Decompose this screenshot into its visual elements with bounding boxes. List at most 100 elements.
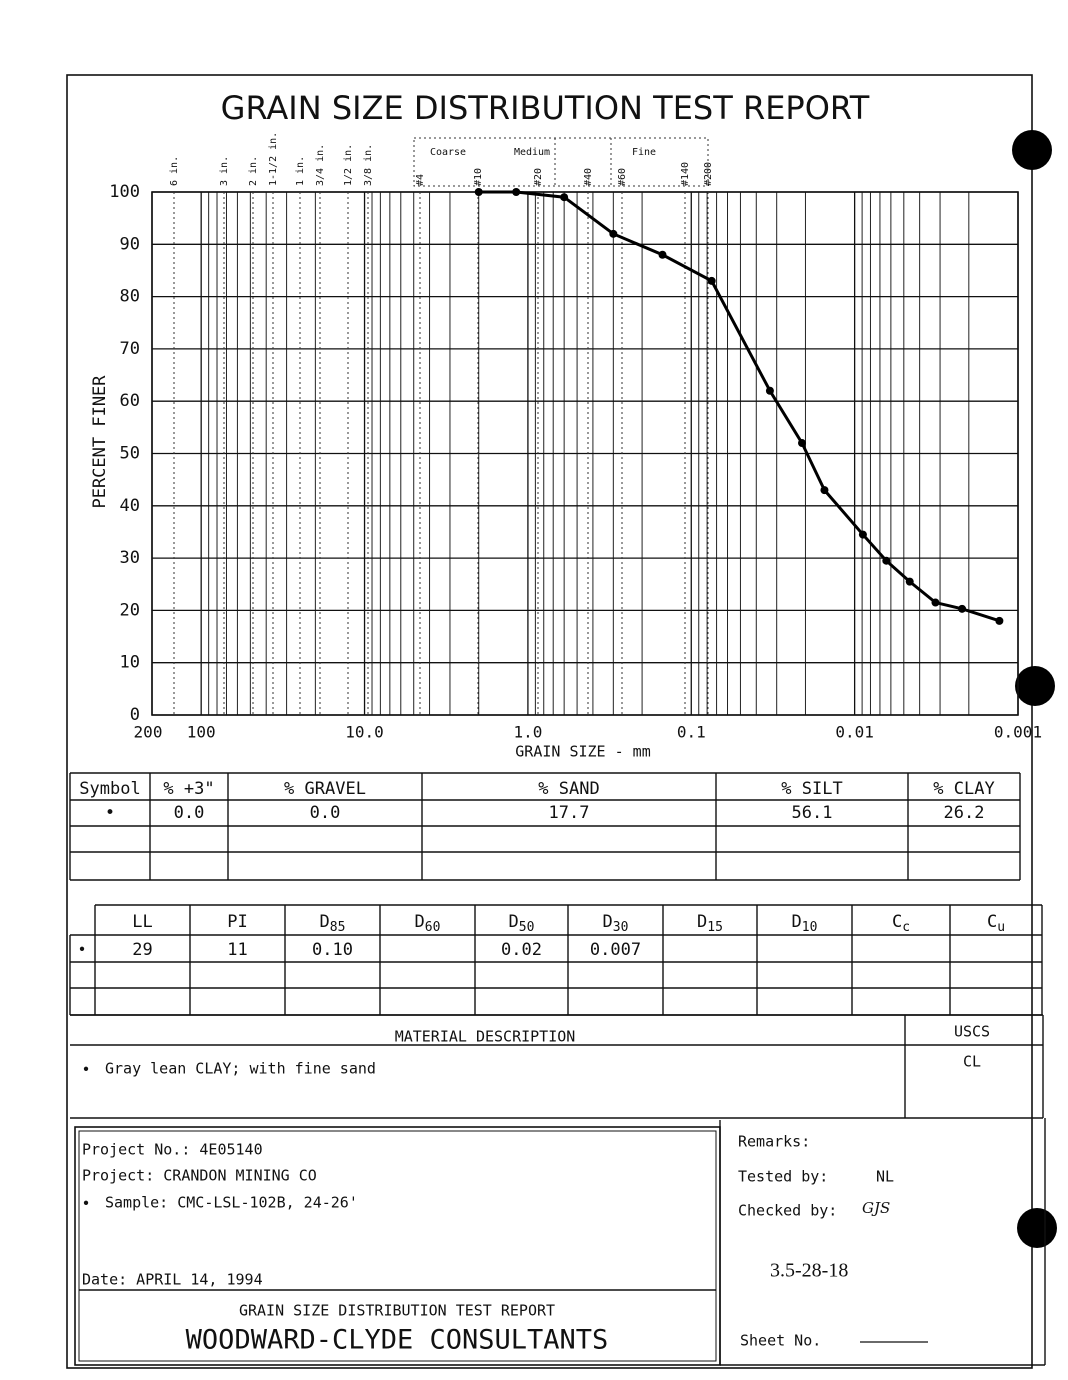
remarks-checked-by: Checked by: — [738, 1202, 837, 1220]
sand-range-label: Fine — [632, 147, 656, 158]
sand-range-label: Coarse — [430, 147, 466, 158]
header-main: LL — [132, 912, 152, 932]
header-sub: 30 — [613, 920, 629, 935]
y-tick-label: 10 — [120, 653, 140, 673]
uscs-value: CL — [963, 1053, 981, 1071]
sieve-label: 6 in. — [169, 156, 180, 186]
data-point — [958, 604, 967, 613]
table-cell: 17.7 — [549, 803, 590, 823]
remarks-sheet: Sheet No. — [740, 1332, 821, 1350]
header-sub: u — [997, 920, 1005, 935]
y-axis-label: PERCENT FINER — [90, 375, 110, 509]
header-sub: c — [902, 920, 910, 935]
table-header: LL — [132, 912, 152, 932]
table-header: % SAND — [538, 779, 599, 799]
header-sub: 50 — [519, 920, 535, 935]
table-header: % SILT — [781, 779, 842, 799]
header-sub: 85 — [330, 920, 346, 935]
project-number: Project No.: 4E05140 — [82, 1141, 263, 1159]
sieve-label: 3/4 in. — [315, 144, 326, 186]
header-main: D — [509, 912, 519, 932]
chart-title: GRAIN SIZE DISTRIBUTION TEST REPORT — [221, 89, 870, 127]
table-cell: 0.10 — [312, 940, 353, 960]
table-cell: 0.02 — [501, 940, 542, 960]
table-header: % CLAY — [933, 779, 994, 799]
table-header: Cu — [987, 912, 1005, 935]
header-sub: 60 — [425, 920, 441, 935]
data-point — [609, 229, 618, 238]
table-cell: 0.0 — [174, 803, 205, 823]
project-company: WOODWARD-CLYDE CONSULTANTS — [186, 1325, 609, 1356]
data-point — [931, 598, 940, 607]
project-report-title: GRAIN SIZE DISTRIBUTION TEST REPORT — [239, 1302, 555, 1320]
header-main: D — [320, 912, 330, 932]
sieve-label: 1-1/2 in. — [268, 132, 279, 186]
table-header: D50 — [509, 912, 535, 935]
sieve-label: 1 in. — [295, 156, 306, 186]
punch-hole — [1015, 666, 1055, 706]
header-main: PI — [227, 912, 247, 932]
data-point — [995, 616, 1004, 625]
sieve-label: #4 — [415, 174, 426, 186]
table-cell: 11 — [227, 940, 247, 960]
x-tick-label: 100 — [187, 723, 216, 742]
table-header: D60 — [415, 912, 441, 935]
uscs-header: USCS — [954, 1023, 990, 1041]
table-header: % GRAVEL — [284, 779, 366, 799]
table-header: Symbol — [79, 779, 140, 799]
data-point — [905, 577, 914, 586]
table-cell: 0.007 — [590, 940, 641, 960]
sieve-label: #40 — [583, 168, 594, 186]
y-tick-label: 20 — [120, 600, 140, 620]
table-header: % +3" — [163, 779, 214, 799]
sieve-label: 2 in. — [248, 156, 259, 186]
x-tick-label: 1.0 — [513, 723, 542, 742]
curve — [478, 190, 1000, 623]
header-sub: 15 — [707, 920, 723, 935]
header-main: C — [892, 912, 902, 932]
table-header: D15 — [697, 912, 723, 935]
y-tick-label: 80 — [120, 287, 140, 307]
x-tick-label: 0.001 — [994, 723, 1042, 742]
frame — [66, 74, 1033, 1369]
project-name: Project: CRANDON MINING CO — [82, 1167, 317, 1185]
data-point — [882, 556, 891, 565]
table-cell: 56.1 — [792, 803, 833, 823]
y-tick-label: 70 — [120, 339, 140, 359]
x-tick-label: 200 — [134, 723, 163, 742]
remarks-tester: NL — [876, 1168, 894, 1186]
sieve-label: #60 — [617, 168, 628, 186]
sand-range-label: Medium — [514, 147, 550, 158]
table-cell: 26.2 — [944, 803, 985, 823]
data-point — [658, 250, 667, 259]
remarks-remarks: Remarks: — [738, 1133, 810, 1151]
header-main: D — [697, 912, 707, 932]
sieve-label: #20 — [533, 168, 544, 186]
y-tick-label: 50 — [120, 444, 140, 464]
data-point — [707, 276, 716, 285]
project-inner — [78, 1130, 717, 1362]
data-point — [797, 439, 806, 448]
y-tick-label: 30 — [120, 548, 140, 568]
data-point — [765, 386, 774, 395]
plot-border — [151, 191, 1019, 716]
sieve-label: 3/8 in. — [363, 144, 374, 186]
material-header: MATERIAL DESCRIPTION — [395, 1028, 576, 1046]
data-point — [474, 188, 483, 196]
table-header: PI — [227, 912, 247, 932]
table-header: D30 — [603, 912, 629, 935]
sieve-label: 3 in. — [219, 156, 230, 186]
project-sample: Sample: CMC-LSL-102B, 24-26' — [105, 1194, 358, 1212]
sand-bracket — [413, 137, 709, 187]
table-cell: • — [105, 803, 115, 823]
x-tick-label: 10.0 — [345, 723, 384, 742]
data-point — [560, 193, 569, 202]
sieve-label: #140 — [680, 162, 691, 186]
y-tick-label: 0 — [130, 705, 140, 725]
header-sub: 10 — [802, 920, 818, 935]
table-cell: 29 — [132, 940, 152, 960]
data-point — [858, 530, 867, 539]
sieve-label: #200 — [703, 162, 714, 186]
sieve-label: 1/2 in. — [343, 144, 354, 186]
